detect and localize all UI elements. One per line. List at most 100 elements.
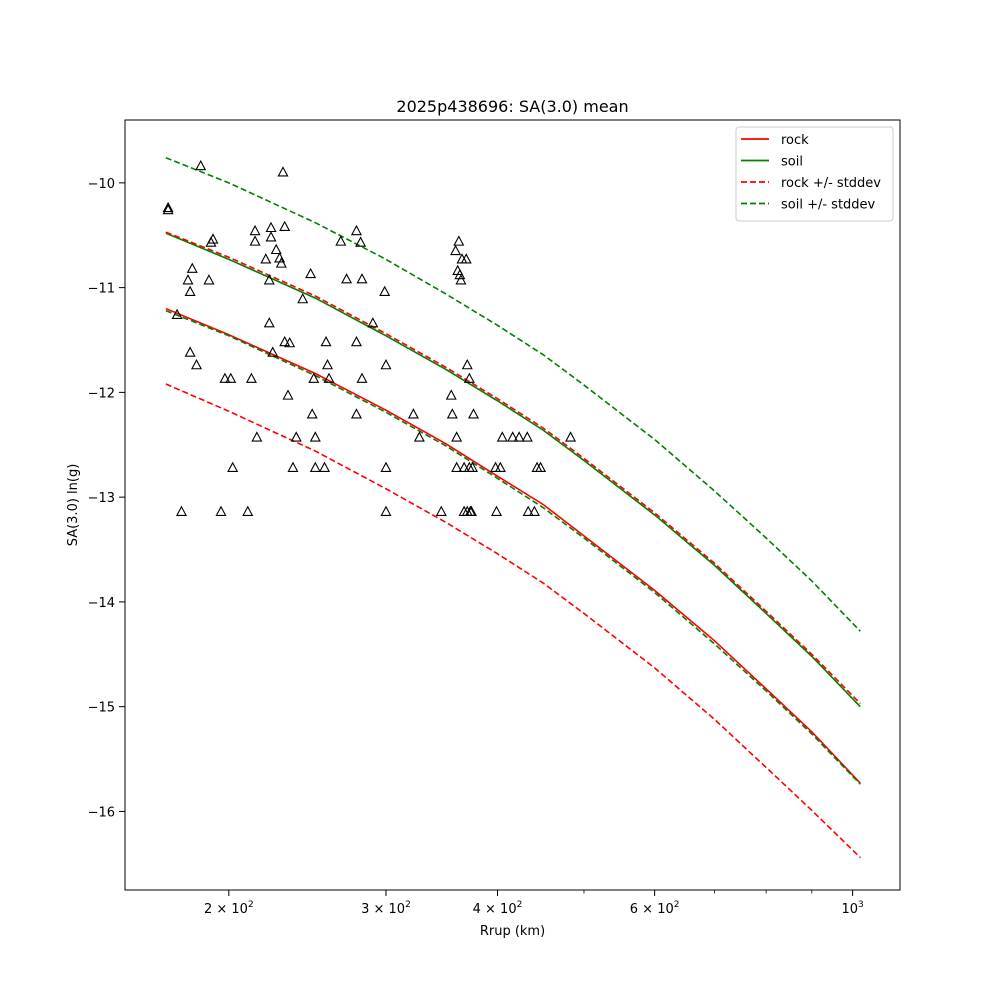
observation-point — [355, 236, 367, 247]
observation-point — [186, 262, 198, 273]
observation-point — [496, 431, 508, 442]
observation-point — [446, 408, 458, 419]
observation-point — [245, 372, 257, 383]
observation-point — [265, 221, 277, 233]
observation-point — [335, 235, 347, 246]
y-tick-label: −15 — [88, 701, 115, 716]
x-axis-label: Rrup (km) — [480, 924, 545, 939]
observation-point — [184, 285, 196, 296]
observation-point — [290, 431, 302, 442]
observation-point — [450, 244, 462, 256]
y-axis-label: SA(3.0) ln(g) — [66, 464, 81, 547]
observation-point — [277, 166, 289, 177]
observation-point — [263, 317, 275, 328]
legend: rock soil rock +/- stddev soil +/- stddev — [735, 126, 894, 222]
y-tick-label: −12 — [88, 386, 115, 401]
observation-point — [190, 358, 203, 370]
observation-point — [275, 257, 287, 268]
observation-point — [162, 203, 174, 215]
observation-point — [225, 372, 237, 383]
observation-point — [227, 461, 239, 472]
observation-point — [522, 505, 534, 516]
observation-point — [565, 431, 577, 442]
observation-point — [171, 308, 183, 320]
observation-point — [356, 273, 368, 284]
observation-point — [305, 267, 317, 279]
observation-point — [184, 346, 196, 357]
observation-point — [445, 389, 457, 400]
x-tick-label: 4 × 102 — [473, 900, 523, 917]
observation-point — [195, 159, 207, 171]
x-tick-label: 3 × 102 — [361, 900, 411, 917]
legend-label: rock +/- stddev — [781, 176, 881, 191]
observation-point — [513, 431, 525, 442]
observation-point — [309, 431, 321, 442]
y-tick-label: −13 — [88, 491, 115, 506]
observation-point — [297, 292, 309, 304]
observation-point — [267, 346, 279, 357]
observation-point — [219, 372, 231, 383]
plot-frame — [124, 119, 901, 891]
observation-point — [407, 408, 419, 419]
observation-point — [284, 336, 296, 348]
observation-point — [249, 224, 261, 236]
observation-point — [203, 274, 215, 285]
observation-point — [350, 408, 362, 419]
observation-point — [309, 461, 321, 472]
observation-point — [287, 461, 299, 472]
x-tick-label: 6 × 102 — [630, 900, 680, 917]
observation-point — [367, 317, 379, 328]
x-axis: 2 × 102 3 × 102 4 × 102 6 × 102 103 — [204, 890, 864, 917]
observation-point — [282, 389, 294, 400]
observation-point — [461, 358, 473, 370]
observation-point — [467, 408, 480, 419]
observation-point — [341, 273, 353, 284]
observation-point — [458, 461, 470, 472]
y-axis: −10 −11 −12 −13 −14 −15 −16 — [88, 177, 125, 820]
observation-point — [251, 431, 263, 442]
observation-point — [380, 358, 392, 370]
observation-point — [466, 461, 478, 472]
observations-layer — [162, 159, 577, 516]
observation-point — [535, 461, 547, 472]
observation-point — [162, 201, 174, 213]
chart-title: 2025p438696: SA(3.0) mean — [396, 97, 628, 116]
observation-point — [454, 268, 466, 280]
series-line-0 — [165, 307, 861, 784]
observation-point — [379, 285, 391, 296]
observation-point — [460, 253, 472, 264]
legend-label: soil — [781, 155, 803, 170]
observation-point — [451, 431, 463, 442]
observation-point — [279, 220, 291, 232]
observation-point — [356, 372, 368, 383]
observation-point — [207, 233, 219, 244]
legend-label: soil +/- stddev — [781, 198, 876, 213]
observation-point — [175, 505, 187, 516]
observation-point — [323, 372, 335, 383]
y-tick-label: −16 — [88, 805, 115, 820]
observation-point — [308, 372, 320, 383]
observation-point — [182, 274, 194, 285]
observation-point — [413, 431, 425, 442]
observation-point — [435, 505, 447, 516]
y-tick-label: −11 — [88, 282, 115, 297]
series-line-2 — [165, 231, 861, 705]
observation-point — [350, 224, 362, 236]
observation-point — [242, 505, 254, 516]
legend-label: rock — [781, 133, 809, 148]
observation-point — [507, 431, 519, 442]
observation-point — [463, 372, 475, 383]
series-line-4 — [165, 156, 861, 632]
y-tick-label: −10 — [88, 177, 115, 192]
observation-point — [270, 243, 282, 255]
observation-point — [320, 335, 332, 347]
observation-point — [322, 358, 334, 370]
observation-point — [490, 505, 503, 516]
observation-point — [380, 505, 392, 516]
observation-point — [260, 253, 272, 264]
observation-point — [279, 335, 291, 347]
observation-point — [249, 235, 261, 246]
observation-point — [528, 505, 540, 516]
observation-point — [465, 505, 477, 516]
